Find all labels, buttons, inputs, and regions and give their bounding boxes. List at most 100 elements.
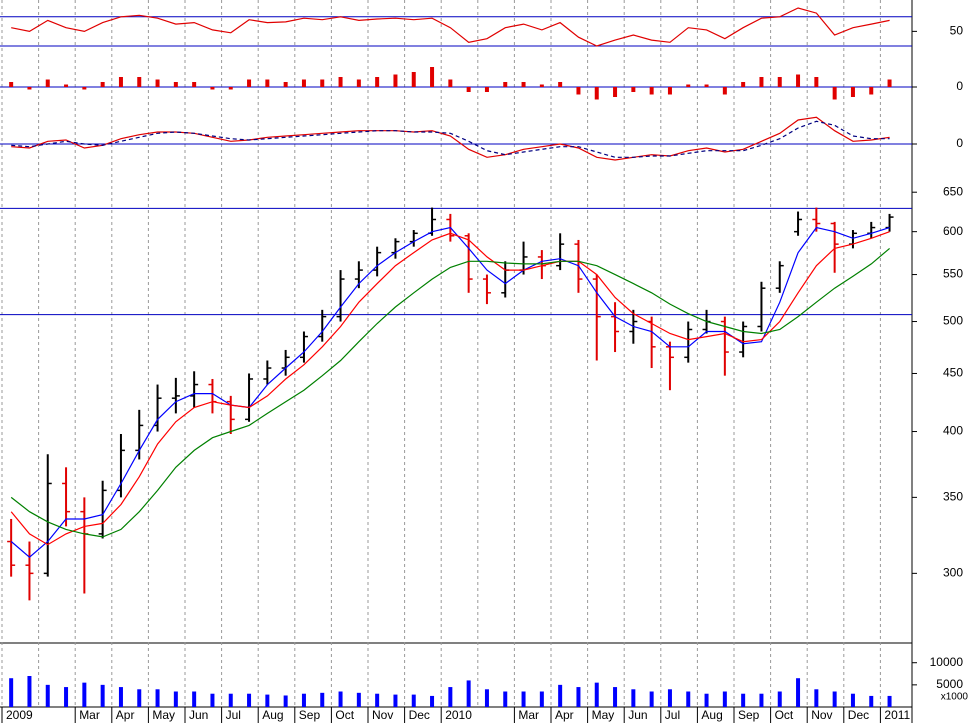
x-tick-label: Jul [226,708,241,722]
x-tick-label: Jul [665,708,680,722]
bar [192,82,197,87]
y-tick-label: 0 [956,79,963,93]
y-tick-label: 600 [943,224,963,238]
bar [796,74,801,87]
bar [649,87,654,95]
bar [576,87,581,95]
bar [539,84,544,87]
x-tick-label: 2011 [884,708,910,722]
bar [521,691,526,707]
bar [228,693,233,707]
bar [814,689,819,707]
bar [722,87,727,95]
bar [265,694,270,707]
x-tick-label: Aug [701,708,722,722]
bar [686,691,691,707]
bar [100,684,105,707]
bar [64,84,69,87]
bar [466,87,471,92]
bar [832,691,837,707]
bar [393,694,398,707]
bar [759,693,764,707]
y-tick-label: 350 [943,490,963,504]
x-tick-label: Oct [335,708,354,722]
y-tick-label: 300 [943,566,963,580]
bar [9,82,14,87]
bar [45,79,50,87]
bar [869,87,874,95]
y-tick-label: 50 [950,24,964,38]
bar [887,79,892,87]
x-tick-label: Sep [299,708,321,722]
x-tick-label: Sep [738,708,760,722]
bar [27,676,32,707]
bar [667,689,672,707]
bar [448,687,453,707]
bar [484,87,489,92]
y-tick-label: 400 [943,424,963,438]
y-tick-label: 0 [956,136,963,150]
bar [777,77,782,87]
bar [594,682,599,707]
bar [777,691,782,707]
y-tick-label: 5000 [936,677,963,691]
x-tick-label: Dec [409,708,430,722]
bar [466,680,471,707]
bar [594,87,599,100]
bar [741,693,746,707]
x-tick-label: Apr [116,708,135,722]
bar [887,695,892,707]
bar [155,689,160,707]
series-line [10,247,890,538]
bar [27,87,32,90]
series-line [10,226,890,558]
bar [558,684,563,707]
x-tick-label: Oct [775,708,794,722]
bar [137,77,142,87]
bar [45,684,50,707]
x-tick-label: Apr [555,708,574,722]
bar [320,79,325,87]
x-tick-label: 2009 [6,708,33,722]
series-line [11,116,890,161]
bar [539,691,544,707]
bar [613,87,618,97]
bar [558,82,563,87]
bar [613,687,618,707]
bar [704,693,709,707]
bar [118,687,123,707]
y-tick-label: 650 [943,184,963,198]
bar [283,82,288,87]
unit-label: x1000 [941,692,969,703]
series-line [11,120,890,158]
bar [484,689,489,707]
x-tick-label: 2010 [445,708,472,722]
bar [356,79,361,87]
x-tick-label: Dec [848,708,869,722]
bar [448,79,453,87]
bar [503,82,508,87]
bar [356,692,361,707]
x-tick-label: Aug [262,708,283,722]
bar [338,77,343,87]
bar [375,77,380,87]
bar [192,691,197,707]
bar [722,691,727,707]
bar [704,84,709,87]
bar [686,84,691,87]
bar [301,693,306,707]
x-tick-label: Mar [518,708,539,722]
x-tick-label: Mar [79,708,100,722]
bar [850,693,855,707]
y-tick-label: 550 [943,267,963,281]
bar [850,87,855,97]
bar [667,87,672,95]
bar [100,82,105,87]
bar [411,72,416,87]
bar [283,695,288,707]
x-tick-label: May [592,708,615,722]
bar [741,82,746,87]
